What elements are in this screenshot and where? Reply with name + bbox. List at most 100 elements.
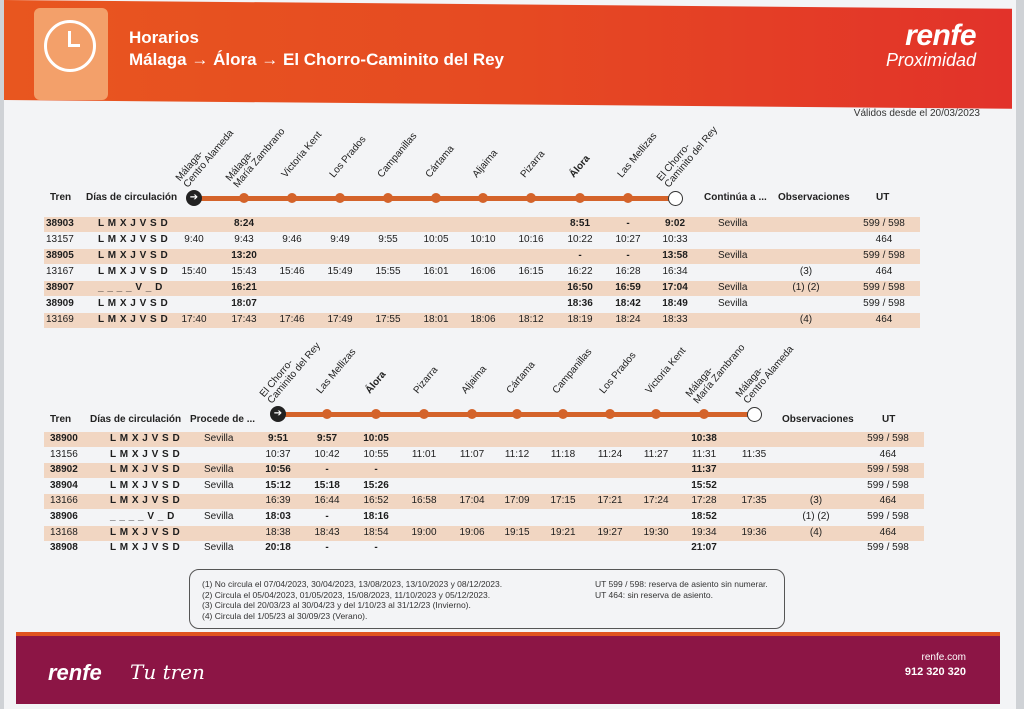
time-cell: 19:34 — [691, 526, 717, 538]
note-ut-464: UT 464: sin reserva de asiento. — [595, 589, 713, 600]
notes-left: (1) No circula el 07/04/2023, 30/04/2023… — [202, 579, 502, 621]
time-cell: 18:12 — [518, 314, 544, 325]
time-cell: 16:06 — [470, 266, 496, 277]
time-cell: 10:42 — [314, 448, 340, 460]
ut-type: 599 / 598 — [867, 433, 909, 444]
ut-type: 599 / 598 — [863, 282, 905, 293]
continues-to: Sevilla — [718, 282, 748, 293]
time-cell: 17:28 — [691, 495, 717, 507]
time-cell: 17:55 — [375, 314, 401, 325]
time-cell: 19:15 — [504, 526, 530, 538]
time-cell: 17:49 — [327, 314, 353, 325]
time-cell: 17:09 — [504, 495, 530, 507]
time-cell: 19:06 — [459, 526, 485, 538]
station-label: Cártama — [504, 359, 538, 396]
station-label: Álora — [363, 369, 389, 396]
time-cell: 18:36 — [567, 298, 593, 309]
valid-from: Válidos desde el 20/03/2023 — [853, 108, 980, 119]
time-cell: 17:43 — [231, 314, 257, 325]
time-cell: 11:35 — [741, 448, 767, 460]
table-row: 38906 _ _ _ _ V _ D Sevilla 18:03 - 18:16 18:5… — [44, 510, 924, 525]
time-cell: 11:24 — [597, 448, 623, 460]
time-cell: 11:07 — [459, 448, 485, 460]
time-cell: 18:07 — [231, 298, 257, 309]
observation: (4) — [809, 526, 823, 538]
footer-logo: renfe — [48, 660, 102, 685]
station-label: Cártama — [423, 143, 457, 180]
footer-banner: renfe Tu tren renfe.com 912 320 320 — [16, 632, 1000, 704]
train-number: 38903 — [46, 218, 74, 229]
continues-to: Sevilla — [718, 298, 748, 309]
train-number: 38908 — [50, 542, 78, 554]
footer-phone: 912 320 320 — [904, 666, 966, 678]
table-row: 38909 L M X J V S D 18:07 18:36 18:42 18:49 Se… — [44, 297, 920, 312]
time-cell: 10:56 — [265, 464, 291, 476]
origin: Sevilla — [204, 511, 234, 522]
time-cell: 18:01 — [423, 314, 449, 325]
station-label: El Chorro- Caminito del Rey — [257, 340, 323, 406]
observation: (1) (2) — [792, 282, 820, 293]
col-header-dias: Días de circulación — [86, 192, 178, 203]
time-cell: 18:38 — [265, 526, 291, 538]
station-dot — [651, 409, 661, 419]
days-of-operation: _ _ _ _ V _ D — [98, 282, 163, 293]
time-cell: 11:37 — [691, 464, 717, 476]
time-cell: - — [325, 511, 329, 522]
ut-type: 599 / 598 — [867, 511, 909, 522]
origin: Sevilla — [204, 464, 234, 476]
time-cell: 9:46 — [282, 234, 302, 245]
time-cell: 18:54 — [363, 526, 389, 538]
time-cell: 17:46 — [279, 314, 305, 325]
days-of-operation: L M X J V S D — [98, 298, 169, 309]
time-cell: 16:22 — [567, 266, 593, 277]
table-row: 13157 L M X J V S D 9:40 9:43 9:46 9:49 9:55 10… — [44, 233, 920, 248]
train-number: 38904 — [50, 479, 78, 491]
time-cell: 11:27 — [643, 448, 669, 460]
station-dot — [526, 193, 536, 203]
note-2: (2) Circula el 05/04/2023, 01/05/2023, 1… — [202, 589, 491, 600]
observation: (4) — [799, 314, 813, 325]
logo-main: renfe — [905, 19, 976, 52]
time-cell: 10:33 — [662, 234, 688, 245]
ut-type: 599 / 598 — [863, 298, 905, 309]
time-cell: - — [374, 464, 378, 476]
station-dot — [419, 409, 429, 419]
station-dot — [383, 193, 393, 203]
note-ut-599: UT 599 / 598: reserva de asiento sin num… — [595, 579, 768, 589]
page-title: Horarios — [129, 28, 199, 47]
time-cell: 10:27 — [615, 234, 641, 245]
observation: (1) (2) — [802, 511, 830, 522]
table-row: 38902 L M X J V S D Sevilla 10:56 - - 11:37 599… — [44, 463, 924, 479]
route-title: Málaga → Álora → El Chorro-Caminito del … — [129, 50, 505, 69]
time-cell: 18:03 — [265, 511, 291, 522]
time-cell: 10:55 — [363, 448, 389, 460]
ut-type: 599 / 598 — [863, 250, 905, 261]
time-cell: 15:26 — [363, 479, 389, 491]
station-dot — [322, 409, 332, 419]
footer-web[interactable]: renfe.com — [921, 652, 966, 663]
time-cell: 11:01 — [411, 448, 437, 460]
time-cell: 20:18 — [265, 542, 291, 554]
time-cell: 8:24 — [233, 218, 255, 229]
days-of-operation: L M X J V S D — [110, 479, 181, 491]
train-number: 38907 — [46, 282, 74, 293]
time-cell: 13:58 — [662, 250, 688, 261]
time-cell: - — [325, 542, 329, 554]
time-cell: 15:12 — [265, 479, 291, 491]
station-dot — [512, 409, 522, 419]
time-cell: 9:40 — [184, 234, 204, 245]
time-cell: 19:27 — [597, 526, 623, 538]
col-header-ut: UT — [882, 414, 896, 425]
station-dot — [335, 193, 345, 203]
note-4: (4) Circula del 1/05/23 al 30/09/23 (Ver… — [202, 610, 368, 621]
time-cell: 19:30 — [643, 526, 669, 538]
days-of-operation: L M X J V S D — [98, 266, 169, 277]
days-of-operation: L M X J V S D — [110, 495, 181, 507]
train-number: 38900 — [50, 433, 78, 444]
table-row: 38903 L M X J V S D 8:24 8:51 - 9:02 Sevilla 59… — [44, 217, 920, 232]
time-cell: 15:55 — [375, 266, 401, 277]
station-label: Málaga- María Zambrano — [223, 126, 288, 190]
time-cell: 9:02 — [664, 218, 686, 229]
col-header-obs: Observaciones — [778, 192, 850, 203]
origin: Sevilla — [204, 479, 234, 491]
